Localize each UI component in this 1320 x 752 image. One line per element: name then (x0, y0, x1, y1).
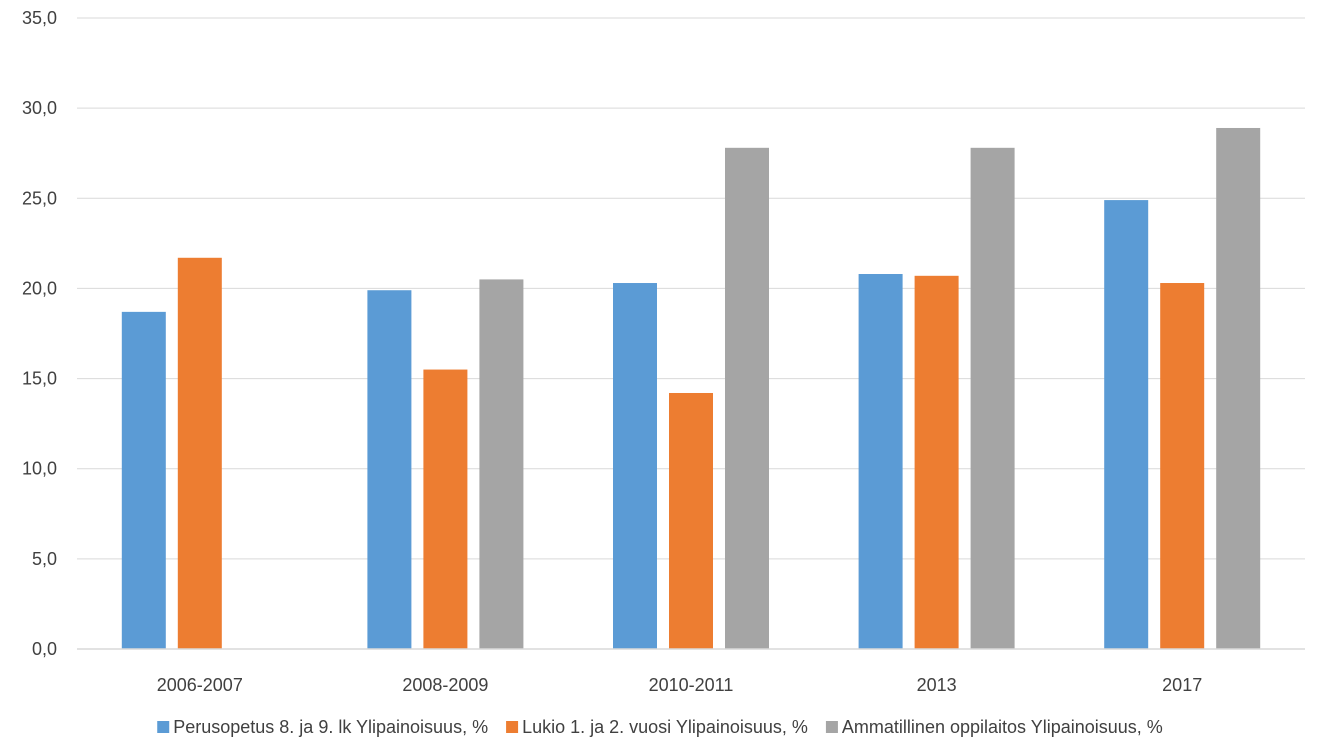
bar-2-1 (177, 257, 222, 649)
legend: Perusopetus 8. ja 9. lk Ylipainoisuus, %… (157, 717, 1163, 737)
legend-item-3: Ammatillinen oppilaitos Ylipainoisuus, % (825, 717, 1163, 737)
legend-item-1: Perusopetus 8. ja 9. lk Ylipainoisuus, % (157, 717, 488, 737)
bar-2-5 (1160, 283, 1205, 649)
y-axis-tick-labels: 0,0 5,0 10,0 15,0 20,0 25,0 30,0 35,0 (22, 8, 57, 659)
legend-label: Ammatillinen oppilaitos Ylipainoisuus, % (842, 717, 1163, 737)
legend-swatch (506, 721, 519, 733)
gridlines (77, 17, 1305, 560)
y-tick-label: 5,0 (32, 549, 57, 569)
bar-3-4 (970, 147, 1015, 649)
bar-1-4 (858, 274, 903, 649)
y-tick-label: 15,0 (22, 369, 57, 389)
y-tick-label: 0,0 (32, 639, 57, 659)
y-tick-label: 20,0 (22, 278, 57, 298)
legend-item-2: Lukio 1. ja 2. vuosi Ylipainoisuus, % (506, 717, 808, 737)
bar-2-2 (423, 369, 468, 649)
x-category-label: 2013 (917, 675, 957, 695)
x-category-label: 2017 (1162, 675, 1202, 695)
bar-3-2 (479, 279, 524, 649)
legend-label: Perusopetus 8. ja 9. lk Ylipainoisuus, % (173, 717, 488, 737)
x-category-label: 2010-2011 (649, 675, 734, 695)
bar-3-5 (1216, 127, 1261, 649)
y-tick-label: 10,0 (22, 459, 57, 479)
bar-1-1 (121, 311, 166, 649)
legend-label: Lukio 1. ja 2. vuosi Ylipainoisuus, % (522, 717, 808, 737)
bar-1-3 (613, 283, 657, 649)
bar-1-5 (1104, 200, 1149, 650)
bar-1-2 (367, 290, 412, 649)
bar-2-3 (669, 392, 713, 649)
x-category-label: 2008-2009 (402, 675, 488, 695)
bar-3-3 (725, 147, 769, 649)
y-tick-label: 30,0 (22, 98, 57, 118)
y-tick-label: 35,0 (22, 8, 57, 28)
bars (121, 127, 1261, 650)
legend-swatch (825, 721, 838, 733)
bar-2-4 (914, 275, 959, 649)
x-axis-category-labels: 2006-2007 2008-2009 2010-2011 2013 2017 (157, 675, 1202, 695)
legend-swatch (157, 721, 170, 733)
x-category-label: 2006-2007 (157, 675, 243, 695)
y-tick-label: 25,0 (22, 188, 57, 208)
